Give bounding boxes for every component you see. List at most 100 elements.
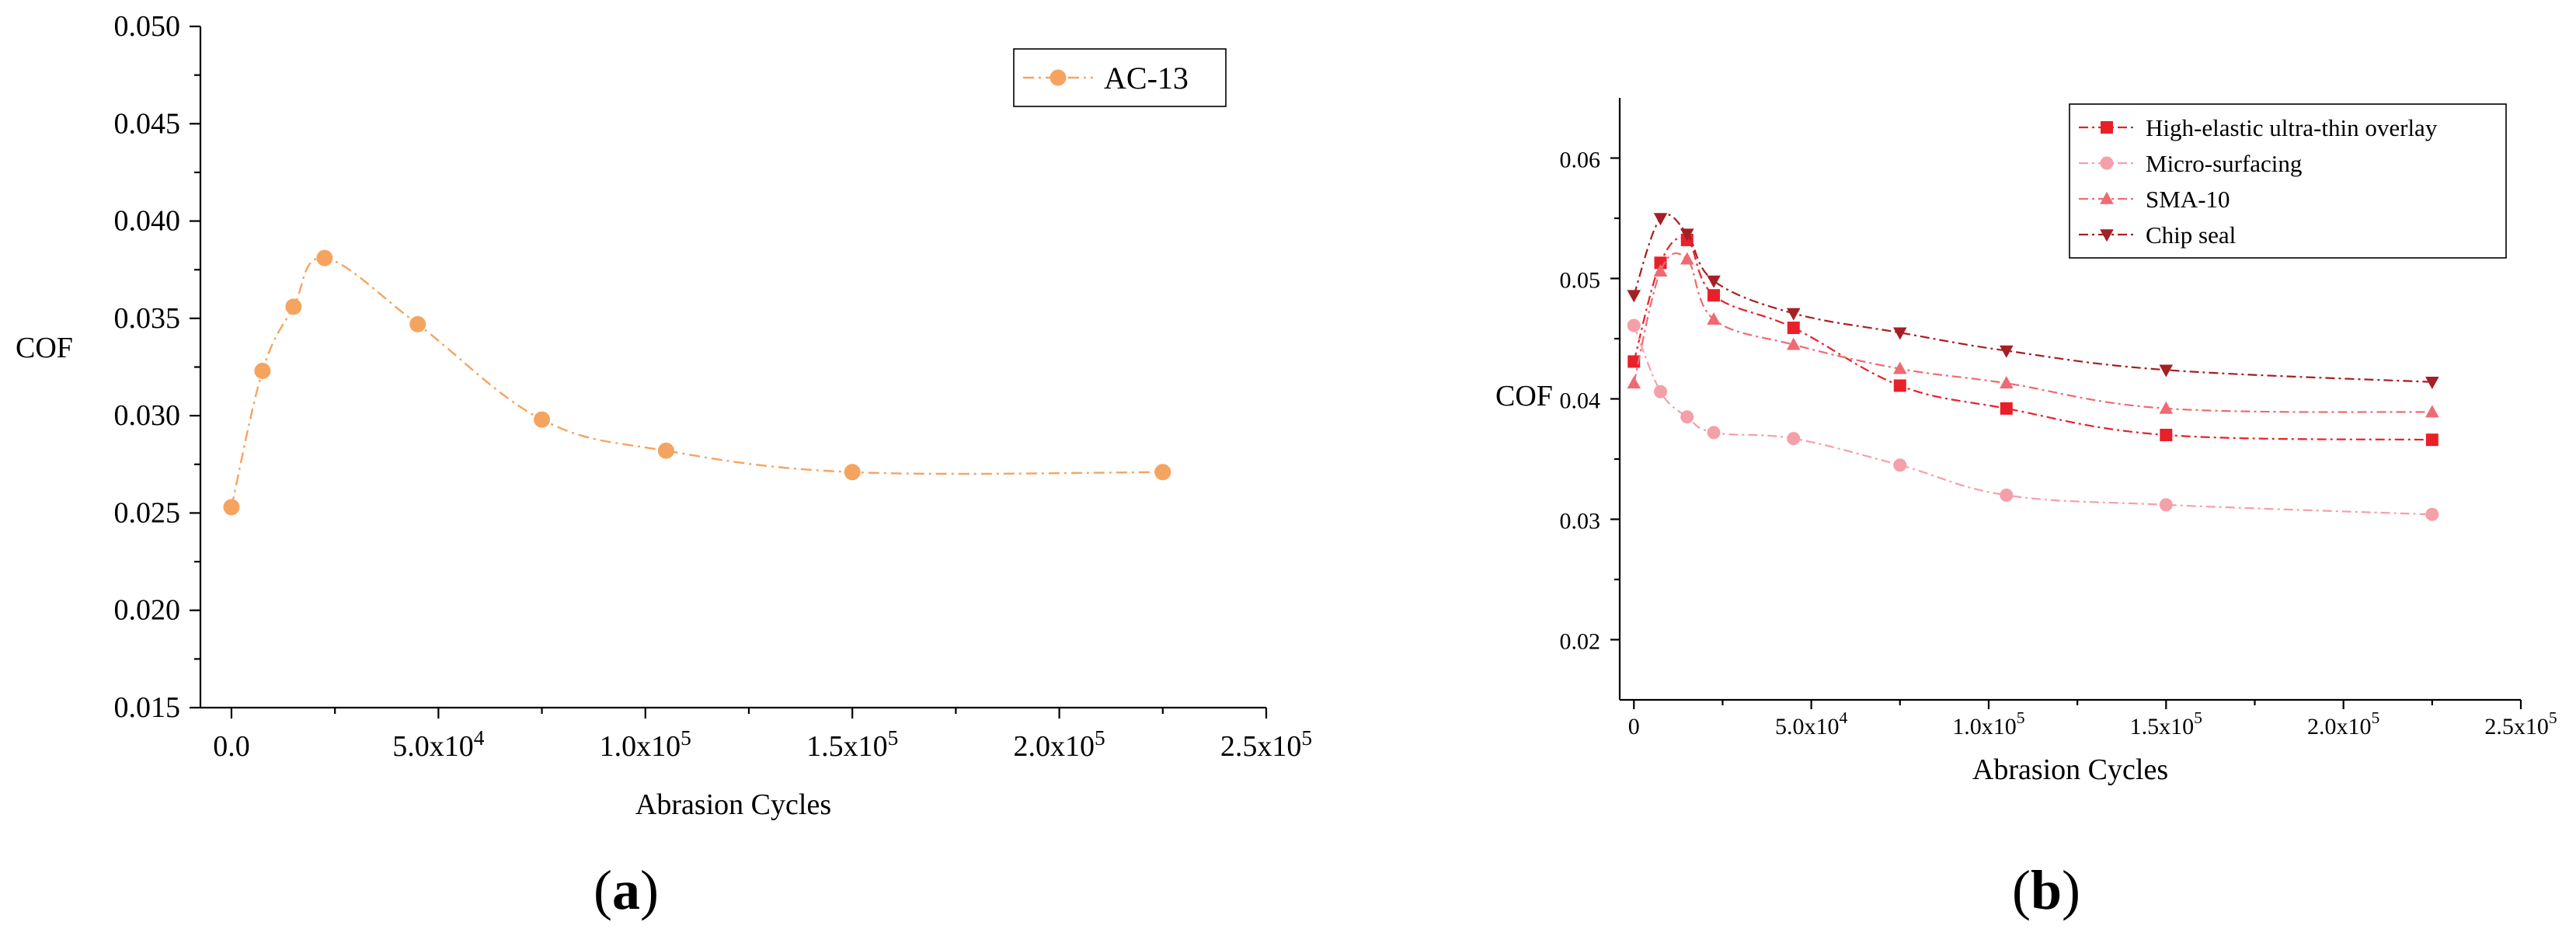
x-tick-label: 0.0 <box>213 730 250 763</box>
series-chip-seal <box>1627 213 2439 389</box>
legend-label: High-elastic ultra-thin overlay <box>2146 114 2438 141</box>
chart-panel-a: 0.015 0.020 0.025 0.030 0.035 0.040 0.045 0.050… <box>16 10 1312 921</box>
series-sma-10 <box>1627 252 2439 418</box>
data-point <box>1653 213 1668 226</box>
legend-marker <box>2100 229 2114 242</box>
data-point <box>1627 376 1641 389</box>
legend-marker <box>1050 69 1067 86</box>
data-point <box>2160 429 2173 441</box>
y-tick-label: 0.03 <box>1560 509 1601 534</box>
legend-marker <box>2101 121 2113 134</box>
data-point <box>1999 376 2014 389</box>
series-line <box>1633 214 2432 383</box>
series-line <box>230 256 1163 508</box>
legend-label: Chip seal <box>2146 221 2236 249</box>
data-point <box>1680 410 1694 424</box>
data-point <box>1627 355 1641 368</box>
x-tick-label: 1.5x105 <box>2130 708 2202 739</box>
x-tick-label: 1.5x105 <box>806 726 898 763</box>
y-axis-title: COF <box>1495 380 1553 412</box>
x-tick-label: 1.0x105 <box>1952 708 2024 739</box>
data-point <box>2425 377 2439 389</box>
legend-label: AC-13 <box>1104 61 1189 96</box>
data-point <box>657 442 674 459</box>
panel-label-letter: a <box>612 859 640 921</box>
panel-label-close: ) <box>2062 859 2080 921</box>
y-tick-label: 0.035 <box>114 302 181 335</box>
y-tick-label: 0.015 <box>114 691 181 724</box>
data-point <box>2425 405 2439 418</box>
data-point <box>1680 228 1694 242</box>
legend-box <box>2069 103 2507 259</box>
data-point <box>316 249 333 266</box>
panel-label-open: ( <box>594 859 612 921</box>
x-tick-label: 2.5x105 <box>2484 708 2557 739</box>
data-point <box>285 298 302 315</box>
y-tick-label: 0.040 <box>114 205 181 238</box>
data-point <box>534 411 551 428</box>
data-point <box>1892 361 1907 374</box>
data-point <box>1893 458 1907 472</box>
legend-marker <box>2100 156 2114 170</box>
data-point <box>2159 364 2174 378</box>
data-point <box>409 315 426 332</box>
x-tick-label: 2.5x105 <box>1220 726 1312 763</box>
data-point <box>1787 432 1801 446</box>
data-point <box>1892 327 1907 340</box>
y-tick-label: 0.04 <box>1560 388 1601 414</box>
x-axis-title: Abrasion Cycles <box>635 788 831 821</box>
data-point <box>1707 312 1721 325</box>
y-tick-label: 0.06 <box>1560 148 1601 173</box>
legend-marker <box>2100 191 2114 204</box>
panel-label-open: ( <box>2012 859 2031 921</box>
data-point <box>2159 498 2173 512</box>
data-point <box>1154 464 1171 481</box>
data-point <box>1653 264 1668 277</box>
data-point <box>1999 345 2014 358</box>
panel-label-close: ) <box>640 859 659 921</box>
x-tick-label: 2.0x105 <box>1013 726 1105 763</box>
series-line <box>1633 252 2432 413</box>
series-ac-13 <box>223 249 1171 516</box>
y-tick-label: 0.045 <box>114 107 181 140</box>
panel-label-letter: b <box>2031 859 2062 921</box>
data-point <box>1654 384 1668 398</box>
x-tick-label: 2.0x105 <box>2307 708 2379 739</box>
legend: High-elastic ultra-thin overlay Micro-sur… <box>2069 103 2507 259</box>
data-point <box>2000 489 2014 502</box>
data-point <box>2000 402 2013 415</box>
series-line <box>1633 237 2432 441</box>
y-tick-label: 0.050 <box>114 10 181 43</box>
y-tick-label: 0.02 <box>1560 629 1601 655</box>
series-micro-surfacing <box>1627 318 2439 521</box>
data-point <box>1786 308 1801 321</box>
series-high-elastic-ultra-thin-overlay <box>1627 233 2438 447</box>
data-point <box>1707 426 1721 440</box>
panel-label: (b) <box>2012 859 2080 921</box>
chart-panel-b: 0.02 0.03 0.04 0.05 0.06 0 5.0x104 1.0x105 1.5x1… <box>1495 98 2557 921</box>
x-tick-label: 0 <box>1628 714 1640 739</box>
panel-label: (a) <box>594 859 659 921</box>
data-point <box>1707 275 1721 288</box>
y-tick-label: 0.025 <box>114 496 181 529</box>
data-point <box>844 464 861 481</box>
series-line <box>1633 325 2432 516</box>
data-point <box>2159 401 2174 414</box>
data-point <box>1627 290 1641 303</box>
data-point <box>2425 507 2439 521</box>
x-axis-title: Abrasion Cycles <box>1972 753 2168 786</box>
data-point <box>223 499 240 516</box>
data-point <box>1787 322 1800 335</box>
data-point <box>1893 379 1906 392</box>
y-tick-label: 0.05 <box>1560 268 1601 294</box>
x-tick-label: 5.0x104 <box>1775 708 1848 739</box>
data-point <box>1707 289 1721 302</box>
data-point <box>1680 252 1694 265</box>
x-tick-label: 5.0x104 <box>392 726 485 763</box>
x-tick-label: 1.0x105 <box>600 726 691 763</box>
data-point <box>2425 433 2438 447</box>
y-tick-label: 0.030 <box>114 399 181 432</box>
legend: AC-13 <box>1013 48 1227 107</box>
legend-label: SMA-10 <box>2146 186 2230 213</box>
